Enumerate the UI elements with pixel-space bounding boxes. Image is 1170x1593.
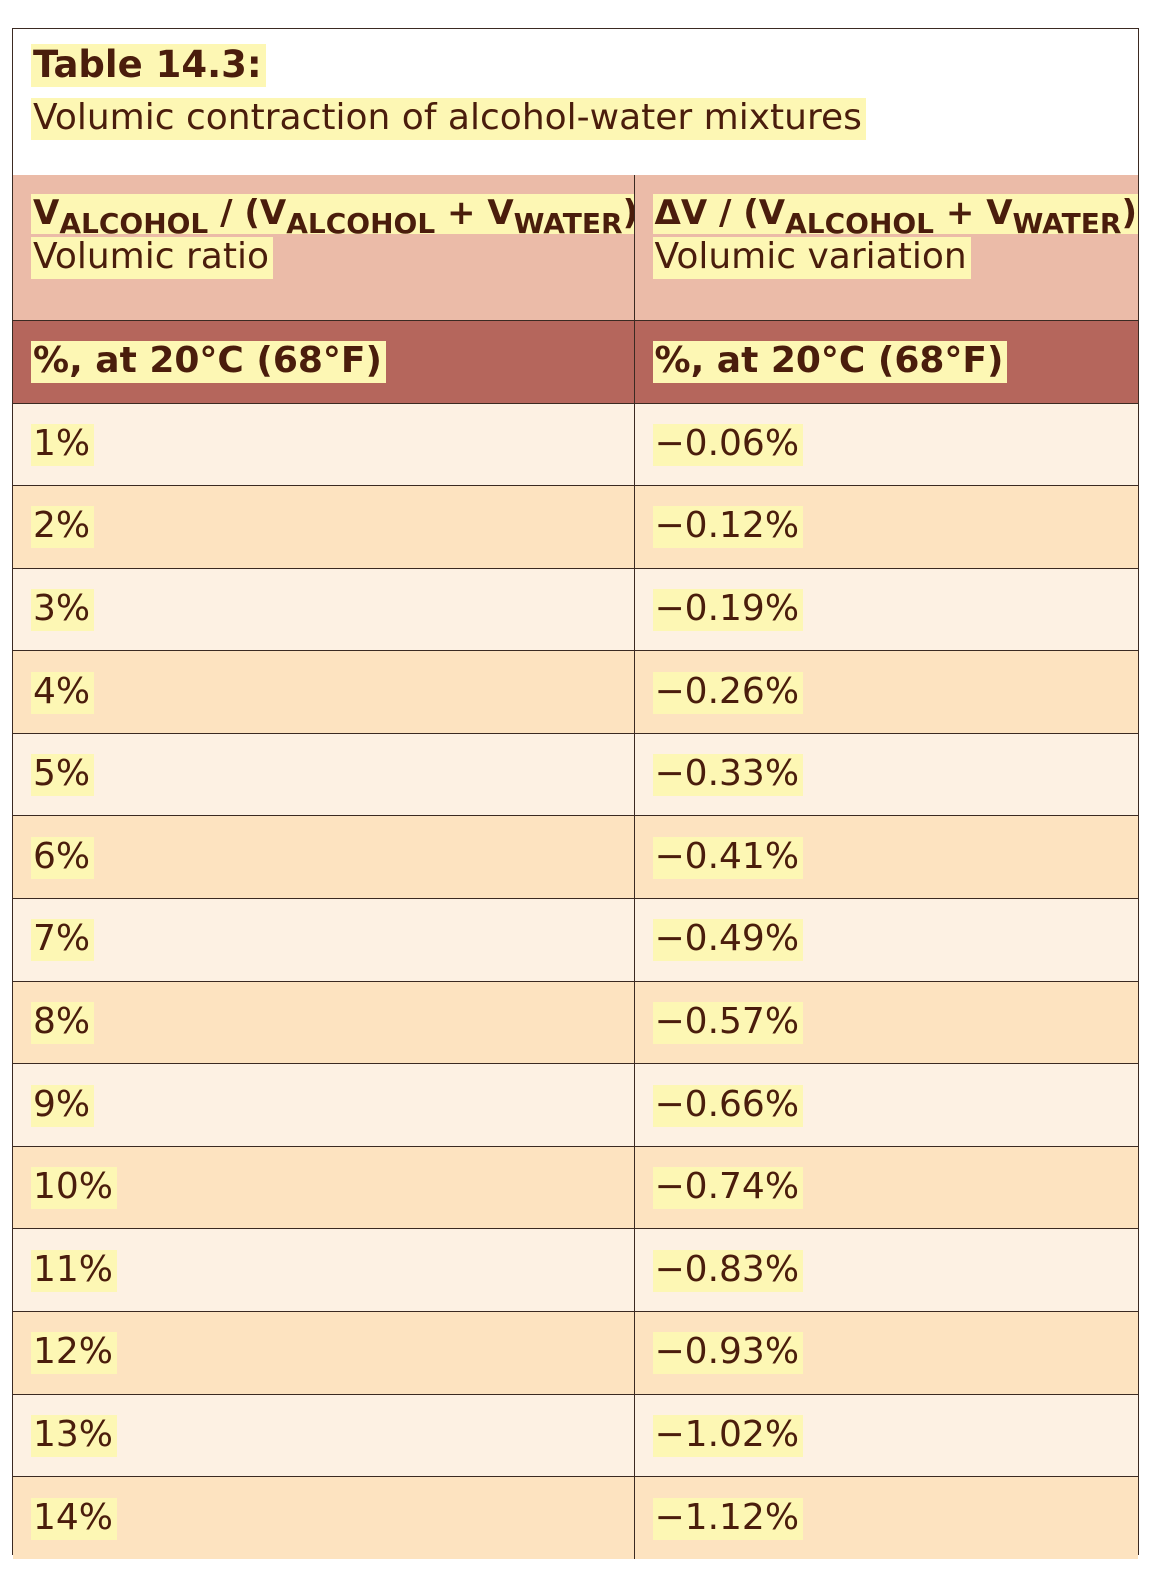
ratio-cell: 3% [13, 567, 635, 652]
ratio-cell: 1% [13, 402, 635, 487]
variation-value: −0.66% [652, 1084, 804, 1127]
variation-cell: −0.12% [633, 485, 1138, 569]
variation-value: −0.06% [652, 423, 804, 466]
table-row: 10% −0.74% [13, 1145, 1138, 1230]
table-title-text: Table 14.3: [31, 44, 266, 87]
variation-value: −0.83% [652, 1249, 804, 1292]
table-caption: Table 14.3: Volumic contraction of alcoh… [13, 29, 1138, 176]
table-row: 2% −0.12% [13, 485, 1138, 569]
table-subtitle: Volumic contraction of alcohol-water mix… [31, 97, 866, 140]
variation-value: −0.12% [652, 506, 804, 549]
ratio-cell: 4% [13, 650, 635, 734]
table-row: 14% −1.12% [13, 1476, 1138, 1560]
ratio-value: 5% [31, 754, 95, 797]
ratio-value: 1% [31, 423, 95, 466]
table-frame: Table 14.3: Volumic contraction of alcoh… [12, 28, 1139, 1560]
variation-value: −1.02% [652, 1414, 804, 1457]
ratio-cell: 8% [13, 980, 635, 1065]
variation-cell: −0.74% [633, 1145, 1138, 1230]
variation-cell: −0.41% [633, 815, 1138, 900]
table-row: 13% −1.02% [13, 1393, 1138, 1478]
ratio-value: 11% [31, 1249, 118, 1292]
variation-cell: −0.49% [633, 898, 1138, 982]
ratio-cell: 5% [13, 732, 635, 817]
unit-cell-variation: %, at 20°C (68°F) [633, 319, 1138, 404]
unit-cell-ratio: %, at 20°C (68°F) [13, 319, 635, 404]
variation-cell: −0.66% [633, 1063, 1138, 1147]
unit-variation: %, at 20°C (68°F) [652, 340, 1008, 383]
ratio-cell: 13% [13, 1393, 635, 1478]
table-row: 9% −0.66% [13, 1063, 1138, 1147]
variation-cell: −0.19% [633, 567, 1138, 652]
variation-cell: −0.57% [633, 980, 1138, 1065]
variation-value: −0.26% [652, 671, 804, 714]
variation-value: −0.49% [652, 919, 804, 962]
header-variation-label: Volumic variation [652, 237, 971, 279]
variation-cell: −0.83% [633, 1228, 1138, 1313]
ratio-cell: 14% [13, 1476, 635, 1560]
header-variation-formula: ΔV / (VALCOHOL + VWATER) [652, 194, 1138, 238]
ratio-cell: 10% [13, 1145, 635, 1230]
header-ratio-label: Volumic ratio [31, 237, 273, 279]
ratio-value: 8% [31, 1001, 95, 1044]
unit-ratio: %, at 20°C (68°F) [31, 340, 386, 383]
table-row: 5% −0.33% [13, 732, 1138, 817]
ratio-cell: 9% [13, 1063, 635, 1147]
ratio-value: 3% [31, 588, 95, 631]
table-title: Table 14.3: [31, 43, 266, 87]
header-ratio-formula: VALCOHOL / (VALCOHOL + VWATER) [31, 194, 633, 238]
ratio-value: 4% [31, 671, 95, 714]
table-row: 3% −0.19% [13, 567, 1138, 652]
unit-row: %, at 20°C (68°F) %, at 20°C (68°F) [13, 319, 1138, 404]
header-cell-ratio: VALCOHOL / (VALCOHOL + VWATER) Volumic r… [13, 175, 635, 321]
variation-value: −0.57% [652, 1001, 804, 1044]
ratio-value: 7% [31, 919, 95, 962]
ratio-value: 10% [31, 1167, 118, 1210]
variation-value: −1.12% [652, 1497, 804, 1540]
variation-value: −0.93% [652, 1332, 804, 1375]
ratio-cell: 6% [13, 815, 635, 900]
table-row: 4% −0.26% [13, 650, 1138, 734]
table-row: 6% −0.41% [13, 815, 1138, 900]
ratio-value: 9% [31, 1084, 95, 1127]
data-table: VALCOHOL / (VALCOHOL + VWATER) Volumic r… [13, 175, 1138, 1560]
variation-value: −0.33% [652, 754, 804, 797]
table-row: 7% −0.49% [13, 898, 1138, 982]
variation-cell: −0.06% [633, 402, 1138, 487]
header-cell-variation: ΔV / (VALCOHOL + VWATER) Volumic variati… [633, 175, 1138, 321]
variation-value: −0.41% [652, 836, 804, 879]
ratio-cell: 11% [13, 1228, 635, 1313]
header-row: VALCOHOL / (VALCOHOL + VWATER) Volumic r… [13, 175, 1138, 321]
variation-cell: −1.02% [633, 1393, 1138, 1478]
table-subtitle-text: Volumic contraction of alcohol-water mix… [31, 98, 866, 140]
variation-cell: −1.12% [633, 1476, 1138, 1560]
variation-cell: −0.93% [633, 1311, 1138, 1395]
ratio-value: 13% [31, 1414, 118, 1457]
ratio-cell: 7% [13, 898, 635, 982]
ratio-value: 12% [31, 1332, 118, 1375]
variation-value: −0.74% [652, 1167, 804, 1210]
ratio-cell: 2% [13, 485, 635, 569]
variation-cell: −0.26% [633, 650, 1138, 734]
table-row: 1% −0.06% [13, 402, 1138, 487]
table-row: 12% −0.93% [13, 1311, 1138, 1395]
table-row: 8% −0.57% [13, 980, 1138, 1065]
table-row: 11% −0.83% [13, 1228, 1138, 1313]
variation-cell: −0.33% [633, 732, 1138, 817]
variation-value: −0.19% [652, 588, 804, 631]
ratio-value: 14% [31, 1497, 118, 1540]
ratio-value: 2% [31, 506, 95, 549]
ratio-cell: 12% [13, 1311, 635, 1395]
ratio-value: 6% [31, 836, 95, 879]
